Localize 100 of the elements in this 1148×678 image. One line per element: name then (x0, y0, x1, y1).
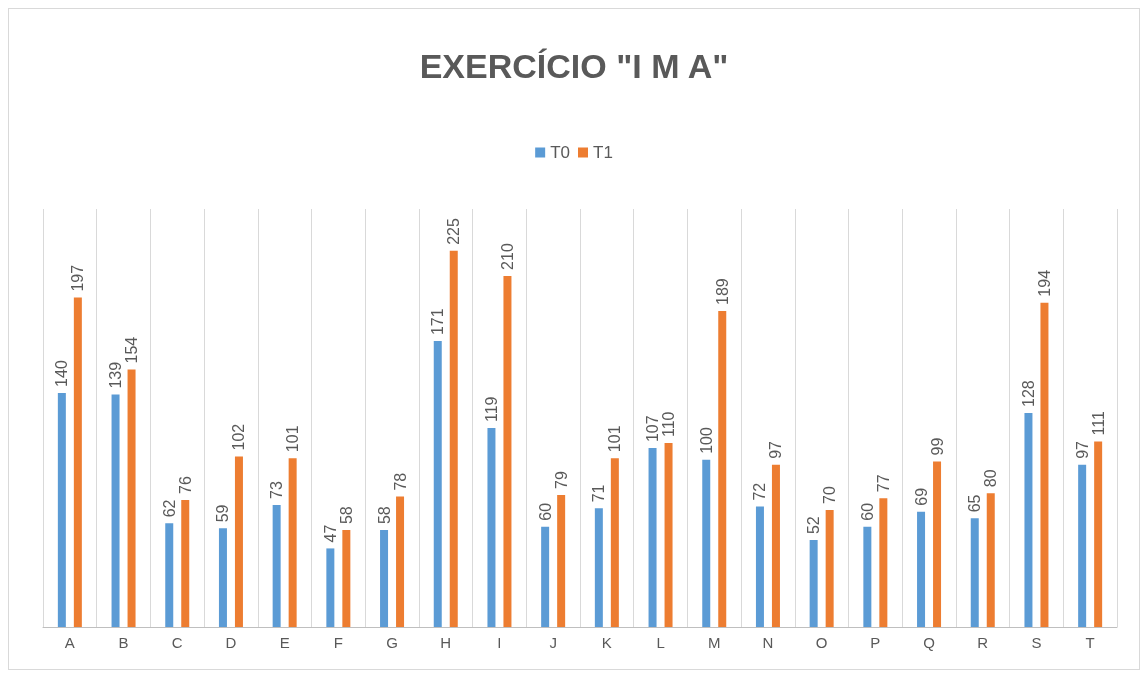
data-label: 62 (160, 499, 178, 518)
bar (809, 540, 818, 627)
bar (1024, 412, 1033, 627)
data-label: 111 (1089, 410, 1107, 436)
x-tick-label: T (1085, 634, 1095, 651)
bar (503, 275, 512, 627)
x-tick-label: K (601, 634, 612, 651)
bar (342, 530, 351, 627)
data-label: 97 (1073, 440, 1091, 459)
bar (288, 458, 297, 627)
legend-label: T1 (593, 143, 613, 162)
bar (380, 530, 389, 627)
data-label: 100 (697, 427, 715, 454)
data-label: 139 (107, 361, 125, 389)
bar (57, 392, 66, 627)
data-label: 110 (660, 411, 678, 438)
data-label: 171 (429, 308, 447, 336)
bar (1094, 441, 1103, 627)
data-label: 71 (590, 484, 608, 503)
data-label: 47 (321, 524, 339, 543)
bar (718, 310, 727, 627)
bar (648, 448, 657, 627)
bar (825, 509, 834, 627)
x-tick-label: M (708, 634, 721, 651)
data-label: 76 (176, 476, 194, 494)
data-label: 60 (858, 502, 876, 521)
bar (879, 498, 888, 627)
bar (396, 496, 405, 627)
bar (111, 394, 120, 627)
bar (165, 523, 174, 627)
data-label: 58 (337, 506, 355, 525)
bar (755, 506, 764, 627)
x-tick-label: C (171, 634, 183, 651)
x-tick-label: Q (923, 634, 935, 651)
bar (557, 494, 566, 627)
data-label: 102 (230, 423, 248, 451)
x-tick-label: R (977, 634, 989, 651)
bar (1078, 464, 1087, 627)
bar (449, 250, 458, 627)
bar (970, 518, 979, 627)
bar (127, 369, 136, 627)
data-label: 194 (1035, 269, 1053, 297)
x-tick-label: E (279, 634, 290, 651)
data-label: 99 (928, 437, 946, 456)
x-tick-label: P (870, 634, 881, 651)
data-label: 58 (375, 506, 393, 525)
bar (234, 456, 243, 627)
x-tick-label: H (440, 634, 452, 651)
bar (664, 443, 673, 627)
data-label: 140 (53, 360, 71, 387)
bar (771, 464, 780, 627)
bar (433, 341, 442, 627)
chart-title: EXERCÍCIO "I M A" (419, 47, 729, 85)
data-label: 154 (123, 336, 141, 364)
bar (272, 504, 281, 627)
bar (487, 428, 496, 627)
data-label: 78 (391, 472, 409, 491)
bar (73, 297, 82, 627)
x-tick-label: J (549, 634, 557, 651)
data-label: 101 (284, 425, 302, 453)
data-label: 101 (606, 425, 624, 453)
data-label: 69 (912, 487, 930, 506)
data-label: 65 (966, 494, 984, 513)
data-label: 60 (536, 502, 554, 521)
data-label: 70 (821, 486, 839, 504)
data-label: 80 (982, 469, 1000, 488)
data-label: 77 (874, 474, 892, 493)
bar (933, 461, 942, 627)
data-label: 97 (767, 440, 785, 459)
data-label: 107 (644, 415, 662, 443)
data-label: 72 (751, 482, 769, 501)
bar (181, 499, 190, 627)
x-tick-label: I (497, 634, 502, 651)
x-tick-label: D (225, 634, 237, 651)
bar (326, 548, 335, 627)
data-label: 52 (805, 516, 823, 535)
x-tick-label: A (64, 634, 75, 651)
data-label: 73 (268, 481, 286, 499)
legend-label: T0 (550, 143, 570, 162)
data-label: 79 (552, 471, 570, 489)
x-tick-label: L (656, 634, 665, 651)
x-tick-label: B (118, 634, 129, 651)
bar (541, 526, 550, 627)
x-tick-label: S (1031, 634, 1042, 651)
data-label: 225 (445, 218, 463, 245)
bar (917, 511, 926, 627)
data-label: 59 (214, 504, 232, 523)
data-label: 119 (482, 396, 500, 423)
bar (986, 493, 995, 627)
bar (594, 508, 603, 627)
bar (610, 458, 619, 627)
bar (863, 526, 872, 627)
data-label: 189 (713, 278, 731, 305)
x-tick-label: N (762, 634, 774, 651)
data-label: 210 (498, 243, 516, 270)
x-tick-label: O (815, 634, 828, 651)
bar (1040, 302, 1049, 627)
data-label: 197 (69, 264, 87, 292)
bar (702, 459, 711, 627)
x-tick-label: G (386, 634, 398, 651)
